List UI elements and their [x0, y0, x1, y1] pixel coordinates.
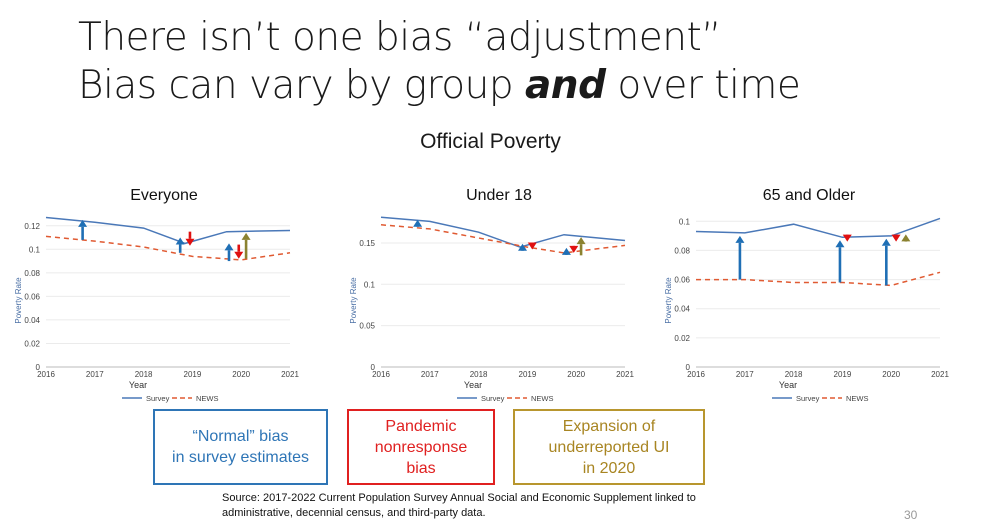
x-tick-label: 2017: [86, 370, 104, 379]
panel-title-everyone: Everyone: [130, 187, 198, 204]
panel-title-65-older: 65 and Older: [762, 187, 856, 204]
bias-arrow-head-pandemic: [185, 238, 195, 246]
series-line-survey: [380, 216, 626, 248]
legend-label-survey: Survey: [796, 394, 820, 403]
x-tick-label: 2021: [931, 370, 949, 379]
legend-label-news: NEWS: [196, 394, 219, 403]
x-tick-label: 2018: [470, 370, 488, 379]
series-line-survey: [695, 217, 941, 239]
slide-title: There isn’t one bias “adjustment” Bias c…: [78, 14, 801, 110]
legend-label-news: NEWS: [846, 394, 869, 403]
x-tick-label: 2016: [372, 370, 390, 379]
y-axis-title: Poverty Rate: [14, 277, 23, 324]
legend-box-pandemic-bias: Pandemic nonresponse bias: [347, 409, 495, 485]
legend-box-normal-bias-line-1: “Normal” bias: [192, 428, 289, 445]
y-tick-label: 0.1: [364, 280, 376, 289]
bias-arrow-head-pandemic: [569, 245, 579, 253]
x-tick-label: 2018: [785, 370, 803, 379]
bias-arrow-head-ui: [901, 234, 911, 242]
y-tick-label: 0.04: [674, 305, 690, 314]
x-axis-title: Year: [464, 380, 482, 390]
x-tick-label: 2021: [616, 370, 634, 379]
page-number: 30: [904, 508, 918, 522]
x-axis-title: Year: [779, 380, 797, 390]
series-line-news: [380, 224, 626, 254]
bias-arrow-head-ui: [241, 232, 251, 240]
y-tick-label: 0.1: [679, 217, 691, 226]
y-tick-label: 0.08: [674, 246, 690, 255]
bias-arrow-head-normal: [881, 238, 891, 246]
y-tick-label: 0.06: [24, 292, 40, 301]
x-tick-label: 2019: [519, 370, 537, 379]
bias-arrow-head-normal: [78, 219, 88, 227]
y-tick-label: 0: [36, 363, 41, 372]
legend-label-survey: Survey: [146, 394, 170, 403]
chart-under-18: 0 0.05 0.1 0.15 2016 2017 2018 2019 2020 2021 Year…: [349, 216, 634, 403]
chart-group-title: Official Poverty: [420, 130, 561, 153]
bias-arrow-head-pandemic: [842, 234, 852, 242]
legend-box-ui-line-2: underreported UI: [548, 438, 670, 456]
series-line-news: [45, 235, 291, 261]
y-tick-label: 0.12: [24, 222, 40, 231]
y-axis-title: Poverty Rate: [664, 277, 673, 324]
series-line-news: [696, 271, 941, 287]
x-tick-label: 2019: [834, 370, 852, 379]
title-line-1: There isn’t one bias “adjustment”: [78, 15, 721, 60]
bias-arrow-head-normal: [735, 235, 745, 243]
y-tick-label: 0.02: [24, 339, 40, 348]
chart-65-and-older: 0 0.02 0.04 0.06 0.08 0.1 2016 2017 2018 2019 2020…: [664, 217, 949, 403]
y-tick-label: 0: [371, 363, 376, 372]
y-tick-label: 0.05: [359, 322, 375, 331]
legend-box-pandemic-line-2: nonresponse: [374, 438, 468, 456]
x-tick-label: 2020: [567, 370, 585, 379]
x-tick-label: 2021: [281, 370, 299, 379]
x-tick-label: 2017: [736, 370, 754, 379]
title-line-2-prefix: Bias can vary by group: [78, 63, 525, 108]
bias-arrow-head-normal: [835, 240, 845, 248]
panel-title-under-18: Under 18: [466, 187, 532, 204]
x-tick-label: 2016: [687, 370, 705, 379]
legend-box-pandemic-line-1: Pandemic: [385, 417, 457, 435]
chart-everyone: 0 0.02 0.04 0.06 0.08 0.1 0.12 2016 2017 2018 2019…: [14, 216, 299, 403]
x-axis-title: Year: [129, 380, 147, 390]
legend-box-normal-bias: “Normal” bias in survey estimates: [153, 409, 328, 485]
y-tick-label: 0.08: [24, 269, 40, 278]
y-tick-label: 0: [686, 363, 691, 372]
bias-arrow-head-normal: [413, 219, 423, 227]
y-tick-label: 0.02: [674, 334, 690, 343]
title-line-2-suffix: over time: [605, 63, 801, 108]
legend-box-ui-line-1: Expansion of: [562, 417, 656, 435]
bias-arrow-head-normal: [224, 243, 234, 251]
series-line-survey: [45, 216, 291, 245]
x-tick-label: 2018: [135, 370, 153, 379]
y-tick-label: 0.04: [24, 316, 40, 325]
y-tick-label: 0.1: [29, 245, 41, 254]
legend-label-survey: Survey: [481, 394, 505, 403]
bias-arrow-head-normal: [518, 243, 528, 251]
source-note: Source: 2017-2022 Current Population Sur…: [222, 492, 696, 519]
title-line-2-emphasis: and: [524, 63, 606, 108]
legend-box-normal-bias-line-2: in survey estimates: [172, 449, 309, 466]
bias-arrow-head-pandemic: [891, 234, 901, 242]
legend-box-ui-line-3: in 2020: [582, 459, 636, 477]
legend-box-pandemic-line-3: bias: [406, 459, 436, 477]
bias-arrow-head-pandemic: [234, 251, 244, 259]
x-tick-label: 2017: [421, 370, 439, 379]
x-tick-label: 2020: [232, 370, 250, 379]
y-tick-label: 0.06: [674, 276, 690, 285]
bias-arrow-head-normal: [175, 237, 185, 245]
bias-arrow-head-normal: [561, 247, 571, 255]
legend-box-ui-expansion: Expansion of underreported UI in 2020: [513, 409, 705, 485]
bias-arrow-head-pandemic: [527, 242, 537, 250]
x-tick-label: 2019: [184, 370, 202, 379]
y-axis-title: Poverty Rate: [349, 277, 358, 324]
legend-label-news: NEWS: [531, 394, 554, 403]
x-tick-label: 2020: [882, 370, 900, 379]
bias-arrow-head-ui: [576, 237, 586, 245]
y-tick-label: 0.15: [359, 239, 375, 248]
x-tick-label: 2016: [37, 370, 55, 379]
